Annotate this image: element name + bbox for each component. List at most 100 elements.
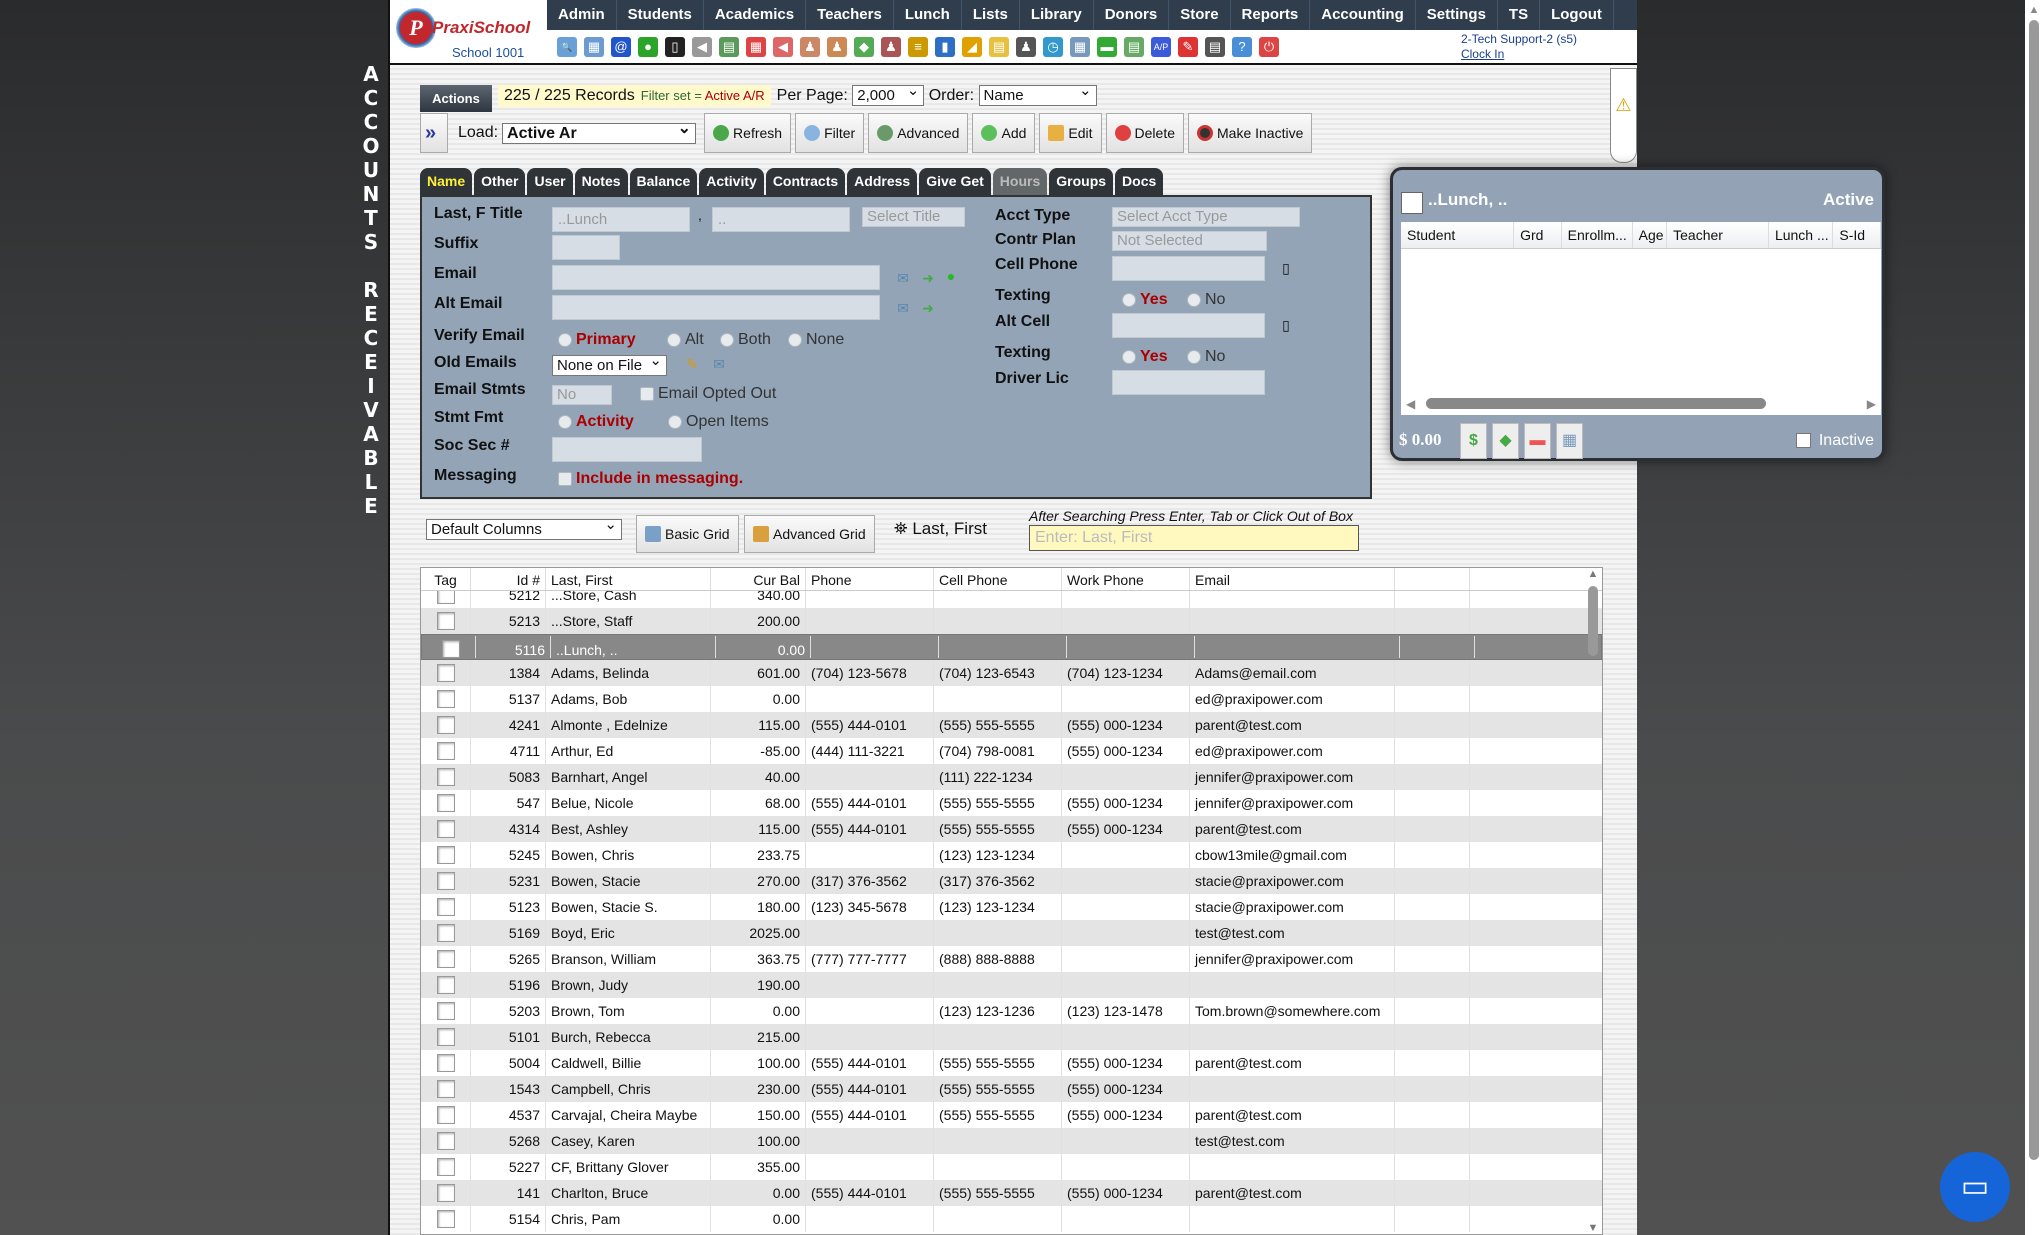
actions-tab[interactable]: Actions (420, 85, 492, 112)
table-row[interactable]: 5137 Adams, Bob 0.00 ed@praxipower.com (421, 686, 1602, 712)
table-row[interactable]: 5196 Brown, Judy 190.00 (421, 972, 1602, 998)
table-row[interactable]: 5123 Bowen, Stacie S. 180.00 (123) 345-5678… (421, 894, 1602, 920)
cash-icon[interactable]: ▤ (1205, 36, 1225, 57)
grid-icon[interactable]: ▦ (584, 36, 604, 57)
table-row[interactable]: 547 Belue, Nicole 68.00 (555) 444-0101 (555)… (421, 790, 1602, 816)
table-row[interactable]: 5203 Brown, Tom 0.00 (123) 123-1236 (123) 12… (421, 998, 1602, 1024)
phone-icon[interactable]: ▯ (665, 36, 685, 57)
clock-icon[interactable]: ◷ (1043, 36, 1063, 57)
pdf-icon[interactable]: ✎ (1178, 36, 1198, 57)
verify-alt-radio[interactable]: Alt (667, 331, 704, 349)
table-row[interactable]: 4241 Almonte , Edelnize 115.00 (555) 444-01… (421, 712, 1602, 738)
tag-checkbox[interactable] (436, 716, 455, 734)
popup-inactive-checkbox[interactable]: Inactive (1795, 432, 1874, 450)
email-send-icon[interactable]: ➜ (922, 270, 934, 286)
suffix-input[interactable] (552, 235, 620, 260)
tag-checkbox[interactable] (436, 1210, 455, 1228)
tab-user[interactable]: User (527, 168, 573, 195)
popup-select-checkbox[interactable] (1401, 192, 1423, 214)
tag-checkbox[interactable] (436, 1054, 455, 1072)
load-select[interactable]: Active Ar (502, 122, 697, 144)
people-icon[interactable]: ♟ (881, 36, 901, 57)
nav-lists[interactable]: Lists (962, 0, 1020, 30)
tab-name[interactable]: Name (420, 168, 473, 195)
students-col-header[interactable]: Student (1401, 222, 1515, 248)
tag-checkbox[interactable] (436, 898, 455, 916)
tag-checkbox[interactable] (436, 1106, 455, 1124)
note-icon[interactable]: ▤ (989, 36, 1009, 57)
column-header[interactable]: Last, First (546, 568, 711, 590)
speaker-icon[interactable]: ◀ (692, 36, 712, 57)
alt-email-input[interactable] (552, 295, 880, 320)
email-open-icon[interactable]: ✉ (897, 270, 909, 286)
tab-hours[interactable]: Hours (992, 168, 1048, 195)
tag-checkbox[interactable] (436, 690, 455, 708)
nav-settings[interactable]: Settings (1416, 0, 1498, 30)
nav-logout[interactable]: Logout (1540, 0, 1614, 30)
envelope-icon[interactable]: ✉ (713, 356, 725, 372)
basic-grid-button[interactable]: Basic Grid (636, 515, 739, 553)
students-col-header[interactable]: S-Id (1833, 222, 1881, 248)
nav-admin[interactable]: Admin (547, 0, 617, 30)
column-header[interactable]: Tag (421, 568, 471, 590)
chat-support-button[interactable]: ▭ (1940, 1152, 2010, 1222)
texting-yes-radio[interactable]: Yes (1122, 291, 1168, 309)
megaphone-icon[interactable]: ◀ (773, 36, 793, 57)
payment-dollar-icon[interactable]: $ (1460, 423, 1487, 459)
table-row[interactable]: 4537 Carvajal, Cheira Maybe 150.00 (555) 44… (421, 1102, 1602, 1128)
mobile-phone-icon[interactable]: ▯ (1282, 260, 1290, 276)
report-icon[interactable]: ▤ (719, 36, 739, 57)
clock-in-link[interactable]: Clock In (1460, 47, 1505, 61)
alt-texting-yes-radio[interactable]: Yes (1122, 348, 1168, 366)
name-search-input[interactable]: Enter: Last, First (1029, 525, 1359, 551)
advanced-grid-button[interactable]: Advanced Grid (744, 515, 875, 553)
tag-checkbox[interactable] (436, 1002, 455, 1020)
printer-icon[interactable]: ▤ (1124, 36, 1144, 57)
page-scroll-thumb[interactable] (2029, 20, 2039, 1160)
ap-icon[interactable]: A/P (1151, 36, 1171, 57)
alt-texting-no-radio[interactable]: No (1187, 348, 1225, 366)
tab-give-get[interactable]: Give Get (919, 168, 991, 195)
alt-email-send-icon[interactable]: ➜ (922, 300, 934, 316)
alt-cell-input[interactable] (1112, 313, 1265, 338)
credit-card-icon[interactable]: ▬ (1524, 423, 1551, 459)
students-col-header[interactable]: Teacher (1667, 222, 1769, 248)
table-row[interactable]: 5213 ...Store, Staff 200.00 (421, 608, 1602, 634)
tag-checkbox[interactable] (436, 612, 455, 630)
acct-type-select[interactable]: Select Acct Type (1112, 207, 1300, 227)
per-page-select[interactable]: 2,000 (852, 85, 925, 106)
add-person-icon[interactable]: ♟ (800, 36, 820, 57)
students-col-header[interactable]: Enrollm... (1562, 222, 1633, 248)
nav-reports[interactable]: Reports (1231, 0, 1311, 30)
bell-icon[interactable]: ◢ (962, 36, 982, 57)
column-header[interactable]: Cur Bal (711, 568, 806, 590)
table-row[interactable]: 5169 Boyd, Eric 2025.00 test@test.com (421, 920, 1602, 946)
verify-none-radio[interactable]: None (788, 331, 844, 349)
table-scroll-thumb[interactable] (1588, 586, 1598, 656)
tag-checkbox[interactable] (436, 1132, 455, 1150)
make-inactive-button[interactable]: Make Inactive (1188, 113, 1313, 153)
edit-button[interactable]: Edit (1039, 113, 1102, 153)
table-icon[interactable]: ▦ (1070, 36, 1090, 57)
tag-checkbox[interactable] (436, 976, 455, 994)
table-row[interactable]: 5231 Bowen, Stacie 270.00 (317) 376-3562 (31… (421, 868, 1602, 894)
students-col-header[interactable]: Grd (1514, 222, 1562, 248)
tab-contracts[interactable]: Contracts (765, 168, 846, 195)
column-header[interactable]: Id # (471, 568, 546, 590)
card-icon[interactable]: ▬ (1097, 36, 1117, 57)
money-icon[interactable]: ◆ (854, 36, 874, 57)
email-icon[interactable]: @ (611, 36, 631, 57)
students-col-header[interactable]: Age (1633, 222, 1668, 248)
nav-library[interactable]: Library (1020, 0, 1094, 30)
tag-checkbox[interactable] (436, 1080, 455, 1098)
title-select[interactable]: Select Title (862, 207, 965, 227)
table-row[interactable]: 5004 Caldwell, Billie 100.00 (555) 444-0101… (421, 1050, 1602, 1076)
nav-accounting[interactable]: Accounting (1310, 0, 1416, 30)
edit-note-icon[interactable]: ✎ (686, 356, 698, 372)
table-row[interactable]: 5083 Barnhart, Angel 40.00 (111) 222-1234 je… (421, 764, 1602, 790)
tab-address[interactable]: Address (847, 168, 918, 195)
verify-primary-radio[interactable]: Primary (558, 331, 636, 349)
tag-checkbox[interactable] (436, 1184, 455, 1202)
advanced-button[interactable]: Advanced (868, 113, 969, 153)
old-emails-select[interactable]: None on File (552, 355, 667, 376)
